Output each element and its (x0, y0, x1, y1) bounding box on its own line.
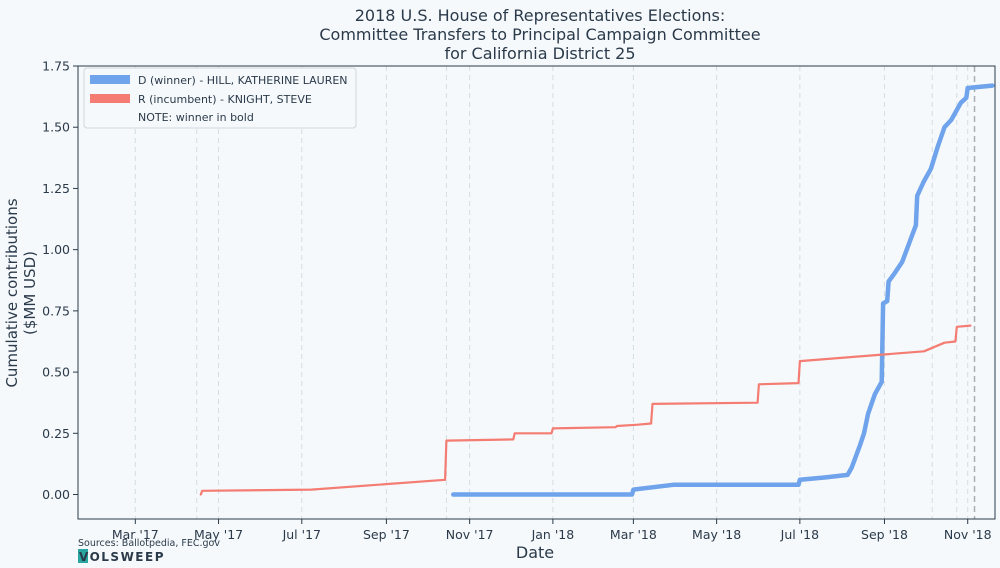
brand-logo: VOLSWEEP (78, 549, 165, 564)
x-tick-label: Mar '18 (610, 527, 657, 542)
legend-label-d: D (winner) - HILL, KATHERINE LAUREN (138, 74, 348, 87)
plot-area (78, 66, 995, 519)
y-tick-label: 1.75 (42, 59, 70, 74)
x-tick-label: Mar '17 (112, 527, 159, 542)
brand-mark (78, 549, 88, 563)
legend: D (winner) - HILL, KATHERINE LAUREN R (i… (83, 67, 357, 129)
chart-title-line-1: 2018 U.S. House of Representatives Elect… (355, 6, 726, 25)
y-tick-label: 0.00 (42, 487, 70, 502)
chart-title-line-2: Committee Transfers to Principal Campaig… (319, 25, 760, 44)
x-axis-title: Date (516, 543, 554, 562)
x-tick-label: Jul '18 (780, 527, 819, 542)
legend-note: NOTE: winner in bold (138, 111, 254, 124)
series-line-d (451, 83, 995, 497)
series-lines (199, 83, 995, 497)
chart-title: 2018 U.S. House of Representatives Elect… (319, 6, 760, 63)
y-tick-label: 1.50 (42, 120, 70, 135)
legend-swatch-r (90, 94, 130, 103)
x-tick-label: Sep '17 (363, 527, 410, 542)
x-tick-label: May '18 (692, 527, 741, 542)
brand-name: VOLSWEEP (79, 550, 165, 564)
x-tick-label: May '17 (194, 527, 243, 542)
legend-label-r: R (incumbent) - KNIGHT, STEVE (138, 93, 312, 106)
plot-background (78, 66, 995, 519)
x-tick-label: Nov '18 (944, 527, 992, 542)
series-line-r (199, 324, 972, 496)
legend-swatch-d (90, 75, 130, 84)
y-tick-label: 0.50 (42, 365, 70, 380)
x-tick-label: Nov '17 (446, 527, 494, 542)
gridlines (134, 66, 976, 519)
y-axis-title-line-2: ($MM USD) (21, 251, 39, 335)
x-tick-label: Sep '18 (861, 527, 908, 542)
sources-note: Sources: Ballotpedia, FEC.gov (78, 538, 220, 549)
legend-box (83, 67, 357, 129)
y-tick-label: 0.25 (42, 426, 70, 441)
y-tick-label: 1.00 (42, 242, 70, 257)
axes: 0.00 0.25 0.50 0.75 1.00 1.25 1.50 1.75 Mar '17 M… (42, 59, 996, 542)
y-axis-title: Cumulative contributions ($MM USD) (3, 198, 39, 387)
chart-title-line-3: for California District 25 (444, 44, 635, 63)
x-tick-label: Jul '17 (282, 527, 321, 542)
y-tick-label: 0.75 (42, 303, 70, 318)
y-tick-label: 1.25 (42, 181, 70, 196)
y-axis-title-line-1: Cumulative contributions (3, 198, 21, 387)
plot-frame (77, 65, 996, 520)
x-tick-label: Jan '18 (531, 527, 575, 542)
